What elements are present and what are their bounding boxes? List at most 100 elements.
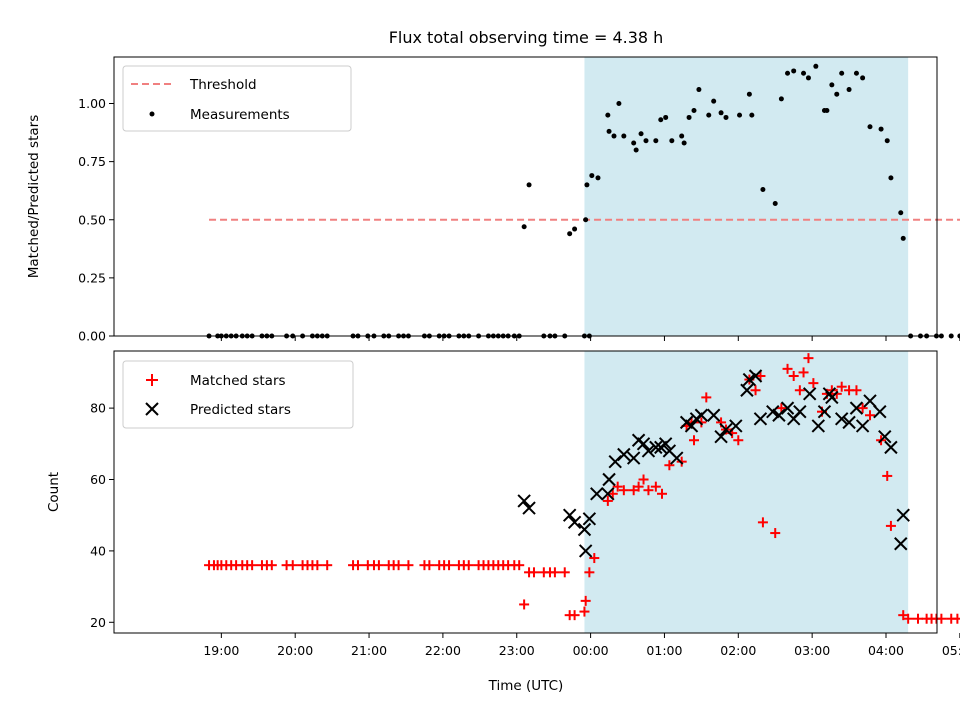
x-tick-label: 01:00 (646, 643, 682, 658)
predicted-star-point (684, 419, 699, 433)
x-tick-label: 19:00 (203, 643, 239, 658)
measurement-point (567, 231, 573, 237)
measurement-point (805, 75, 811, 81)
x-tick-label: 22:00 (425, 643, 461, 658)
predicted-star-point (740, 383, 754, 397)
predicted-star-point (896, 508, 910, 522)
predicted-star-point (706, 408, 721, 422)
matched-star-point (913, 613, 924, 624)
predicted-star-point (649, 440, 663, 455)
predicted-star-point (578, 544, 593, 558)
y-tick-label: 80 (90, 401, 106, 416)
predicted-star-point (517, 494, 531, 508)
measurement-point (572, 226, 578, 232)
matched-star-point (798, 367, 809, 378)
matched-star-point (808, 378, 819, 389)
matched-star-point (514, 560, 525, 571)
predicted-star-point (855, 419, 870, 433)
predicted-star-point (714, 429, 728, 444)
matched-star-point (584, 567, 595, 578)
observing-window-shade (584, 57, 909, 336)
predicted-star-point (636, 437, 651, 451)
matched-star-point (794, 385, 805, 396)
matched-star-point (247, 560, 258, 571)
predicted-star-point (811, 419, 826, 433)
predicted-star-point (825, 390, 839, 405)
measurement-point (900, 235, 906, 241)
measurement-point (658, 117, 664, 123)
matched-star-point (757, 517, 768, 528)
measurement-point (631, 140, 637, 146)
predicted-star-point (753, 412, 768, 426)
matched-star-point (857, 403, 868, 414)
ratio-legend: Threshold Measurements (122, 65, 352, 132)
matched-star-point (403, 560, 414, 571)
matched-star-point (643, 485, 654, 496)
matched-star-point (803, 353, 814, 364)
observing-window-shade (584, 351, 909, 633)
matched-star-point (287, 560, 298, 571)
measurement-point (691, 107, 697, 113)
matched-star-point (633, 481, 644, 492)
measurement-point (760, 187, 766, 193)
measurement-point (746, 91, 752, 97)
measurement-point (801, 70, 807, 76)
predicted-star-point (748, 369, 763, 383)
legend-predicted-swatch (145, 402, 159, 416)
matched-star-point (851, 385, 862, 396)
x-tick-label: 02:00 (720, 643, 756, 658)
predicted-star-point (729, 419, 743, 433)
predicted-star-point (601, 487, 615, 501)
predicted-star-point (849, 401, 864, 415)
measurement-point (888, 175, 894, 181)
predicted-star-point (884, 440, 898, 455)
measurement-point (957, 333, 960, 339)
count-legend: Matched stars Predicted stars (122, 360, 354, 429)
measurement-point (605, 112, 611, 118)
matched-star-point (750, 385, 761, 396)
matched-star-point (602, 495, 613, 506)
measurement-point (853, 70, 859, 76)
count-plot-frame (113, 350, 938, 634)
matched-star-point (952, 613, 960, 624)
measurement-point (846, 87, 852, 93)
measurement-point (813, 63, 819, 69)
predicted-star-point (641, 444, 656, 458)
predicted-star-point (577, 522, 592, 537)
measurement-point (706, 112, 712, 118)
matched-star-point (618, 485, 629, 496)
matched-star-point (463, 560, 474, 571)
matched-star-point (352, 560, 363, 571)
measurement-point (638, 131, 644, 137)
measurement-point (791, 68, 797, 74)
measurement-point (633, 147, 639, 153)
matched-star-point (607, 488, 618, 499)
measurement-point (878, 126, 884, 132)
ratio-plot-frame (113, 56, 938, 337)
predicted-star-point (522, 501, 536, 515)
legend-threshold-label: Threshold (189, 77, 257, 93)
matched-star-point (373, 560, 384, 571)
matched-star-point (903, 613, 914, 624)
measurement-point (938, 333, 944, 339)
y-tick-label: 20 (90, 615, 106, 630)
measurement-point (621, 133, 627, 139)
matched-star-point (688, 435, 699, 446)
ratio-y-axis-label: Matched/Predicted stars (26, 115, 42, 278)
predicted-star-point (873, 404, 887, 419)
y-tick-label: 1.00 (78, 96, 106, 111)
matched-star-point (549, 567, 560, 578)
measurement-point (521, 224, 527, 230)
predicted-star-point (567, 515, 582, 530)
matched-star-point (656, 488, 667, 499)
measurement-point (653, 138, 659, 144)
predicted-star-point (793, 404, 807, 419)
matched-star-point (580, 595, 591, 606)
predicted-star-point (878, 429, 892, 444)
measurement-point (611, 133, 617, 139)
predicted-star-point (590, 487, 604, 501)
measurement-point (696, 87, 702, 93)
predicted-star-point (658, 437, 673, 451)
measurement-point (829, 82, 835, 88)
